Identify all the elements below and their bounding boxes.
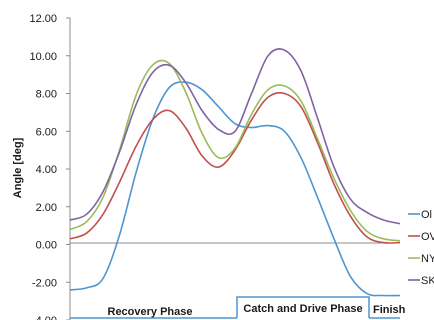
y-tick-label: 6.00 [36,126,57,138]
series-line-ny [69,59,401,242]
catch-drive-phase-bracket [236,296,370,318]
series-line-ol [69,81,401,297]
legend-label-ny: NY [421,253,434,265]
y-tick-label: -2.00 [32,277,57,289]
legend-label-ov: OV [421,231,434,243]
y-tick-label: 12.00 [29,13,57,25]
phase-label-catch-drive: Catch and Drive Phase [243,303,362,315]
y-tick-label: -4.00 [32,315,57,320]
series-lines [69,48,401,297]
phase-label-recovery: Recovery Phase [108,306,193,318]
y-tick-label: 0.00 [36,240,57,252]
legend-label-sk: SK [421,275,434,287]
y-tick-label: 4.00 [36,164,57,176]
phase-bands: Recovery Phase Catch and Drive Phase Fin… [70,296,406,319]
series-line-sk [69,48,401,225]
y-tick-label: 10.00 [29,51,57,63]
phase-label-finish: Finish [373,304,406,316]
legend-label-ol: Ol [421,209,432,221]
series-line-ov [69,92,401,244]
y-axis-ticks: -4.00 -2.00 0.00 2.00 4.00 6.00 8.00 10.00 12.00 [29,13,70,320]
y-tick-label: 2.00 [36,202,57,214]
legend: Ol OV NY SK [408,209,434,287]
y-tick-label: 8.00 [36,89,57,101]
y-axis-label: Angle [deg] [12,137,24,198]
